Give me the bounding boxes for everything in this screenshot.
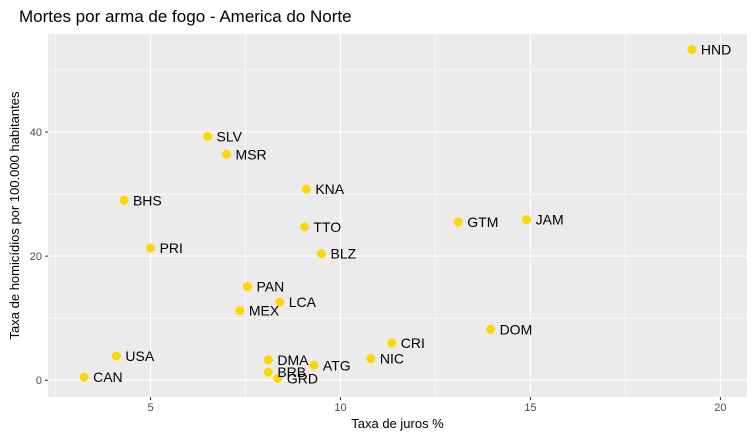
data-point-hnd [687, 45, 697, 55]
data-point-blz [317, 249, 327, 259]
data-point-dma [263, 355, 273, 365]
point-label-usa: USA [125, 348, 154, 364]
data-point-pri [146, 243, 156, 253]
data-point-atg [309, 360, 319, 370]
data-point-mex [235, 306, 245, 316]
data-point-nic [366, 354, 376, 364]
point-label-jam: JAM [536, 212, 564, 228]
point-label-lca: LCA [289, 294, 317, 310]
data-point-kna [301, 184, 311, 194]
point-label-mex: MEX [249, 303, 280, 319]
grid-major [48, 34, 747, 397]
data-point-bhs [119, 195, 129, 205]
data-point-gtm [453, 217, 463, 227]
point-label-hnd: HND [701, 42, 731, 58]
point-label-dom: DOM [500, 321, 533, 337]
plot-panel [48, 34, 747, 397]
chart-title: Mortes por arma de fogo - America do Nor… [19, 7, 352, 26]
data-point-tto [299, 222, 309, 232]
data-point-brb [263, 367, 273, 377]
point-label-cri: CRI [401, 335, 425, 351]
y-axis-title: Taxa de homicídios por 100.000 habitante… [7, 91, 22, 339]
point-label-msr: MSR [236, 146, 267, 162]
data-point-pan [242, 282, 252, 292]
data-point-jam [522, 215, 532, 225]
point-label-brb: BRB [277, 364, 306, 380]
y-axis: 0 20 40 [30, 127, 48, 387]
y-tick-label: 40 [30, 127, 42, 139]
data-point-grd [273, 373, 283, 383]
point-label-gtm: GTM [467, 214, 498, 230]
point-label-dma: DMA [277, 352, 309, 368]
y-tick-label: 20 [30, 251, 42, 263]
point-label-pan: PAN [256, 279, 284, 295]
x-tick-label: 15 [524, 402, 536, 414]
x-tick-label: 5 [148, 402, 154, 414]
y-tick-label: 0 [36, 375, 42, 387]
point-label-nic: NIC [380, 351, 404, 367]
grid-minor [48, 34, 747, 397]
data-point-lca [275, 297, 285, 307]
data-point-slv [203, 131, 213, 141]
point-label-atg: ATG [323, 357, 351, 373]
point-label-pri: PRI [160, 240, 183, 256]
data-point-can [79, 372, 89, 382]
point-label-can: CAN [93, 369, 123, 385]
x-axis-title: Taxa de juros % [351, 416, 444, 431]
point-label-grd: GRD [287, 370, 318, 386]
data-point-dom [486, 324, 496, 334]
data-points [79, 45, 697, 383]
point-label-kna: KNA [315, 181, 344, 197]
point-label-tto: TTO [313, 219, 341, 235]
point-labels: HND SLV MSR BHS KNA TTO GTM JAM PRI BLZ PAN LCA MEX D… [93, 42, 731, 387]
data-point-cri [387, 338, 397, 348]
x-tick-label: 20 [714, 402, 726, 414]
data-point-msr [222, 149, 232, 159]
data-point-usa [111, 351, 121, 361]
point-label-slv: SLV [217, 128, 243, 144]
x-axis: 5 10 15 20 [148, 397, 727, 414]
point-label-blz: BLZ [331, 246, 357, 262]
x-tick-label: 10 [334, 402, 346, 414]
point-label-bhs: BHS [133, 192, 162, 208]
